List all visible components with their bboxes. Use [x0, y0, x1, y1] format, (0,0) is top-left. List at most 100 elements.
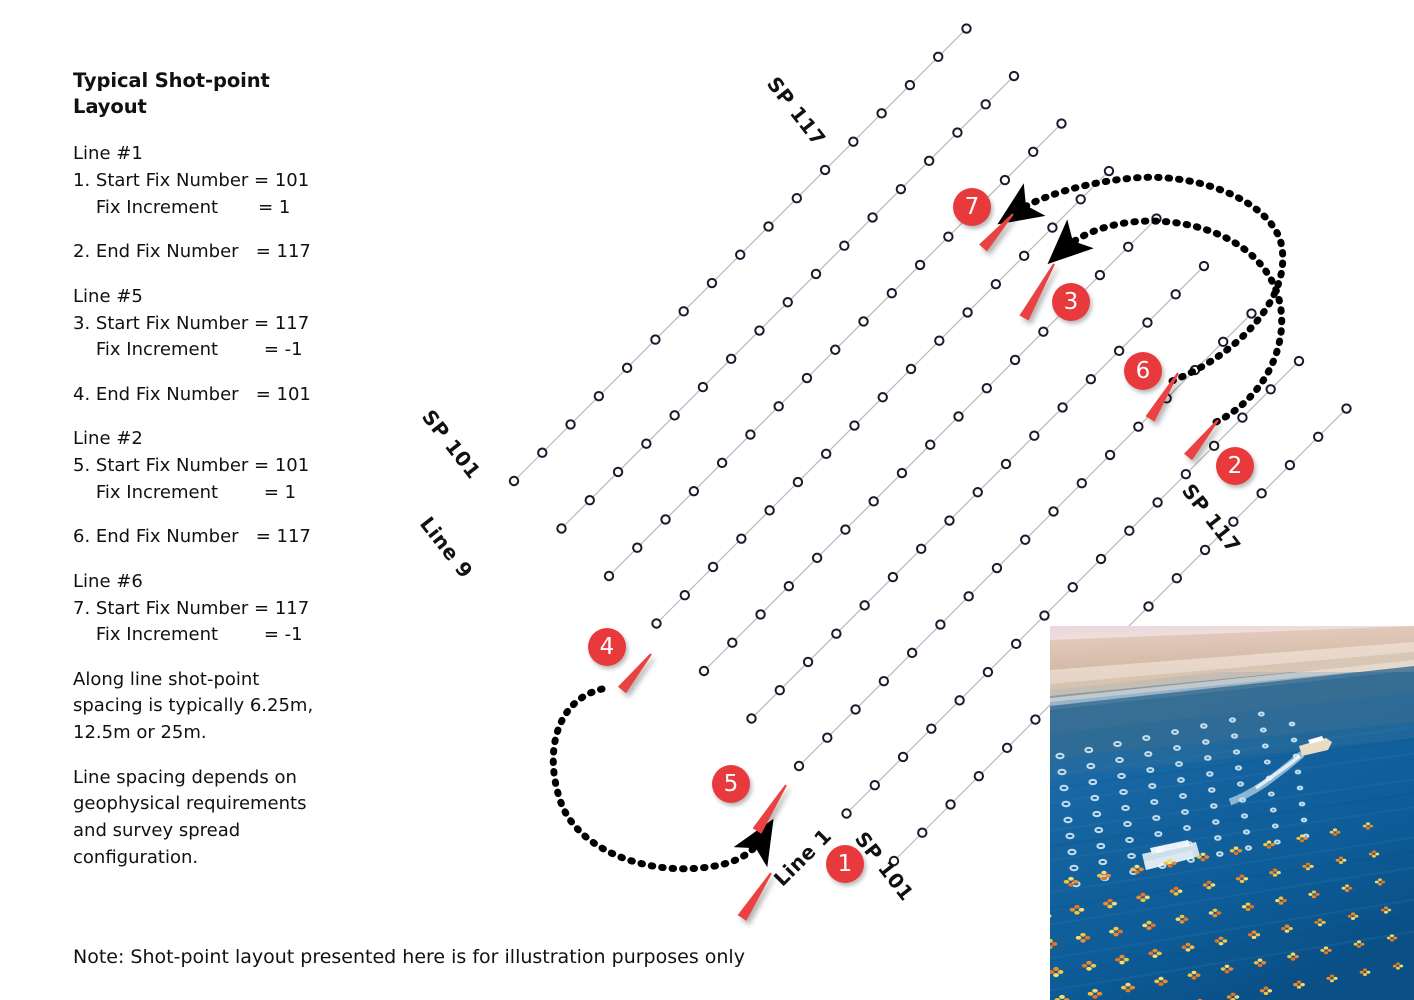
buoy-cross: [1226, 992, 1240, 1000]
shot-point-marker: [886, 288, 897, 299]
shot-point-marker: [1056, 118, 1067, 129]
shot-point-marker: [858, 316, 869, 327]
buoy-ring: [1059, 784, 1069, 792]
shot-point-marker: [1313, 431, 1324, 442]
turn-arcs-group: [549, 173, 1287, 873]
shot-point-marker: [1124, 525, 1135, 536]
turn-arc-6-to-7: [997, 173, 1287, 385]
buoy-ring: [1142, 735, 1151, 741]
buoy-cross: [1326, 974, 1338, 983]
badge-1[interactable]: 1: [826, 845, 864, 883]
buoy-cross: [1275, 896, 1287, 905]
shot-point-marker: [1020, 534, 1031, 545]
badge-4[interactable]: 4: [588, 628, 626, 666]
shot-point-marker: [1008, 70, 1020, 82]
shot-point-marker: [763, 221, 774, 232]
shot-point-marker: [725, 353, 737, 365]
shot-point-marker: [859, 600, 870, 611]
shot-point-marker: [1001, 742, 1013, 754]
shot-point-marker: [698, 665, 710, 677]
shot-point-marker: [991, 562, 1003, 574]
buoy-cross: [1386, 934, 1398, 942]
shot-point-marker: [953, 411, 964, 422]
end-fix-2-block: 4. End Fix Number = 101: [73, 383, 311, 405]
buoy-ring: [1206, 771, 1214, 777]
marker-2: [1183, 419, 1219, 461]
buoy-ring: [1063, 816, 1073, 824]
buoy-ring: [1115, 756, 1124, 764]
buoy-cross: [1347, 912, 1359, 920]
buoy-cross: [1175, 914, 1189, 924]
buoy-ring: [1288, 721, 1296, 727]
badge-3[interactable]: 3: [1052, 283, 1090, 321]
buoy-cross: [1069, 904, 1085, 915]
shot-point-marker: [793, 760, 805, 772]
shot-point-marker: [868, 496, 879, 507]
shot-point-marker: [651, 618, 662, 629]
buoy-cross: [1103, 898, 1117, 909]
buoy-cross: [1320, 946, 1332, 955]
shot-point-marker: [782, 297, 793, 308]
shot-point-marker: [660, 514, 671, 525]
badge-2[interactable]: 2: [1216, 447, 1254, 485]
badge-6[interactable]: 6: [1124, 352, 1162, 390]
buoy-ring: [1267, 791, 1275, 797]
buoy-cross: [1314, 918, 1326, 927]
buoy-cross: [1287, 952, 1299, 961]
buoy-ring: [1086, 762, 1096, 770]
turn-arc-2-to-3: [1047, 217, 1286, 426]
shot-point-marker: [716, 457, 728, 469]
shot-point-marker: [1237, 412, 1248, 423]
shot-point-marker: [982, 666, 994, 678]
shot-point-marker: [801, 372, 813, 384]
buoy-ring: [1127, 852, 1136, 860]
buoy-cross: [1050, 966, 1064, 978]
shot-point-marker: [1085, 373, 1097, 385]
shot-point-marker: [878, 675, 890, 687]
badge-7[interactable]: 7: [953, 188, 991, 226]
shot-point-marker: [849, 420, 860, 431]
shot-point-marker: [706, 277, 718, 289]
buoy-cross: [1163, 858, 1177, 868]
shot-point-marker: [954, 695, 965, 706]
shot-point-marker: [840, 524, 851, 535]
buoy-cross: [1335, 856, 1347, 864]
buoy-ring: [1092, 810, 1102, 818]
shot-point-marker: [1000, 458, 1012, 470]
buoy-ring: [1098, 858, 1108, 866]
buoy-ring: [1294, 769, 1302, 775]
buoy-ring: [1296, 785, 1304, 791]
buoy-ring: [1146, 767, 1155, 773]
buoy-ring: [1183, 825, 1191, 831]
buoy-ring: [1150, 799, 1159, 805]
buoy-ring: [1069, 864, 1079, 872]
shot-point-marker: [697, 381, 709, 393]
shot-point-marker: [688, 485, 700, 497]
buoy-ring: [1200, 723, 1208, 729]
shot-point-marker: [1094, 269, 1106, 281]
shot-point-marker: [895, 183, 907, 195]
buoy-cross: [1374, 878, 1386, 886]
shot-point-marker: [952, 127, 963, 138]
buoy-ring: [1125, 836, 1134, 844]
shot-point-marker: [1142, 317, 1153, 328]
buoy-cross: [1380, 906, 1392, 914]
buoy-cross: [1142, 920, 1156, 931]
text-panel: Typical Shot-point Layout Line #1 1. Sta…: [73, 68, 413, 889]
badge-5[interactable]: 5: [712, 765, 750, 803]
buoy-ring: [1154, 831, 1163, 837]
shot-point-marker: [1123, 241, 1134, 253]
shot-point-marker: [791, 193, 802, 204]
shot-point-marker: [1047, 222, 1058, 233]
buoy-ring: [1065, 832, 1075, 840]
buoy-ring: [1117, 772, 1126, 780]
buoy-ring: [1144, 751, 1153, 757]
shot-point-marker: [999, 174, 1011, 186]
buoy-cross: [1253, 958, 1267, 968]
buoy-ring: [1208, 787, 1216, 793]
survey-vessel: [1228, 736, 1332, 806]
buoy-ring: [1057, 768, 1067, 776]
buoy-ring: [1232, 749, 1241, 755]
buoy-ring: [1236, 781, 1245, 787]
